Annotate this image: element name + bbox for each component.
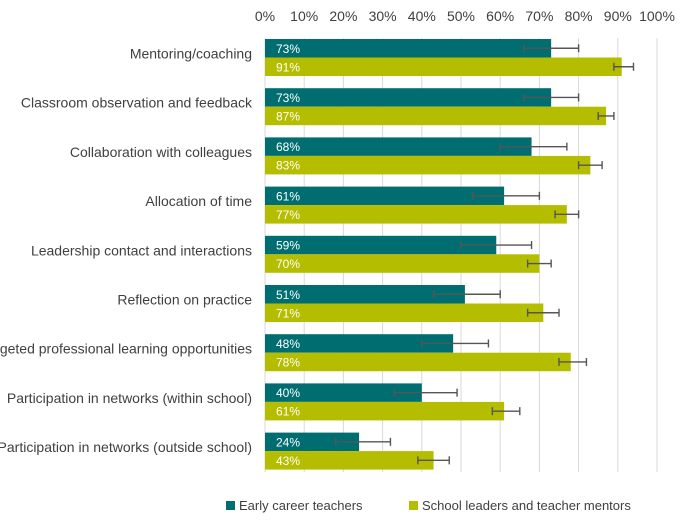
- data-label: 73%: [276, 91, 300, 105]
- error-bar: [417, 456, 450, 465]
- x-tick-label: 50%: [447, 8, 475, 24]
- error-bar: [526, 308, 560, 317]
- bar-school-leaders: [265, 451, 434, 470]
- data-label: 83%: [276, 159, 300, 173]
- category-label: Mentoring/coaching: [130, 46, 252, 62]
- error-bar: [554, 210, 580, 219]
- data-label: 78%: [276, 355, 300, 369]
- data-label: 68%: [276, 140, 300, 154]
- category-label: Participation in networks (outside schoo…: [0, 439, 252, 455]
- data-label: 40%: [276, 386, 300, 400]
- category-labels: Mentoring/coaching Classroom observation …: [0, 46, 253, 456]
- legend: Early career teachers School leaders and…: [226, 498, 631, 513]
- bar-early-career: [265, 137, 532, 156]
- category-label: Targeted professional learning opportuni…: [0, 341, 252, 357]
- data-label: 24%: [276, 435, 300, 449]
- error-bar: [499, 142, 568, 151]
- bar-early-career: [265, 235, 497, 255]
- bar-school-leaders: [265, 155, 591, 175]
- error-bar: [472, 191, 541, 200]
- category-label: Reflection on practice: [117, 292, 252, 308]
- error-bar: [597, 111, 615, 120]
- error-bar: [523, 93, 580, 102]
- error-bar: [460, 241, 533, 250]
- bar-early-career: [265, 383, 422, 402]
- x-axis-ticks: 0% 10% 20% 30% 40% 50% 60% 70% 80% 90% 100%: [255, 8, 675, 24]
- legend-label-school-leaders: School leaders and teacher mentors: [422, 498, 631, 513]
- error-bar: [334, 437, 392, 446]
- category-label: Allocation of time: [145, 193, 252, 209]
- category-label: Collaboration with colleagues: [70, 144, 252, 160]
- x-tick-label: 30%: [369, 8, 397, 24]
- error-bar: [523, 44, 580, 53]
- bars: 73% 91% 73% 87% 68% 83% 61% 77% 59% 70% 51% 71% 48% 7…: [265, 39, 635, 470]
- data-label: 77%: [276, 208, 300, 222]
- data-label: 61%: [276, 405, 300, 419]
- error-bar: [613, 62, 635, 71]
- bar-early-career: [265, 334, 454, 353]
- data-label: 43%: [276, 454, 300, 468]
- data-label: 71%: [276, 306, 300, 320]
- bar-early-career: [265, 432, 360, 452]
- x-tick-label: 0%: [255, 8, 275, 24]
- x-tick-label: 80%: [565, 8, 593, 24]
- bar-school-leaders: [265, 254, 540, 273]
- bar-school-leaders: [265, 205, 567, 224]
- bar-school-leaders: [265, 57, 622, 76]
- x-tick-label: 60%: [486, 8, 514, 24]
- x-tick-label: 100%: [639, 8, 675, 24]
- error-bar: [577, 161, 603, 170]
- error-bar: [393, 388, 458, 397]
- bar-early-career: [265, 39, 552, 58]
- bar-early-career: [265, 285, 465, 304]
- data-label: 70%: [276, 257, 300, 271]
- error-bar: [558, 357, 588, 366]
- bar-school-leaders: [265, 303, 544, 322]
- x-tick-label: 10%: [290, 8, 318, 24]
- x-tick-label: 90%: [604, 8, 632, 24]
- data-label: 51%: [276, 288, 300, 302]
- x-tick-label: 20%: [329, 8, 357, 24]
- data-label: 48%: [276, 337, 300, 351]
- category-label: Participation in networks (within school…: [7, 390, 252, 406]
- bar-school-leaders: [265, 401, 505, 421]
- data-label: 61%: [276, 189, 300, 203]
- error-bar: [432, 290, 501, 299]
- category-label: Classroom observation and feedback: [21, 95, 253, 111]
- legend-label-early-career: Early career teachers: [239, 498, 363, 513]
- bar-school-leaders: [265, 106, 607, 126]
- error-bar: [526, 259, 552, 268]
- x-tick-label: 70%: [525, 8, 553, 24]
- data-label: 73%: [276, 42, 300, 56]
- error-bar: [421, 339, 490, 348]
- error-bar: [491, 407, 521, 416]
- bar-school-leaders: [265, 352, 571, 372]
- bar-early-career: [265, 186, 505, 206]
- x-tick-label: 40%: [408, 8, 436, 24]
- bar-early-career: [265, 88, 552, 107]
- legend-swatch-early-career: [226, 501, 235, 510]
- legend-swatch-school-leaders: [409, 501, 418, 510]
- category-label: Leadership contact and interactions: [31, 242, 252, 258]
- data-label: 87%: [276, 109, 300, 123]
- data-label: 91%: [276, 60, 300, 74]
- data-label: 59%: [276, 239, 300, 253]
